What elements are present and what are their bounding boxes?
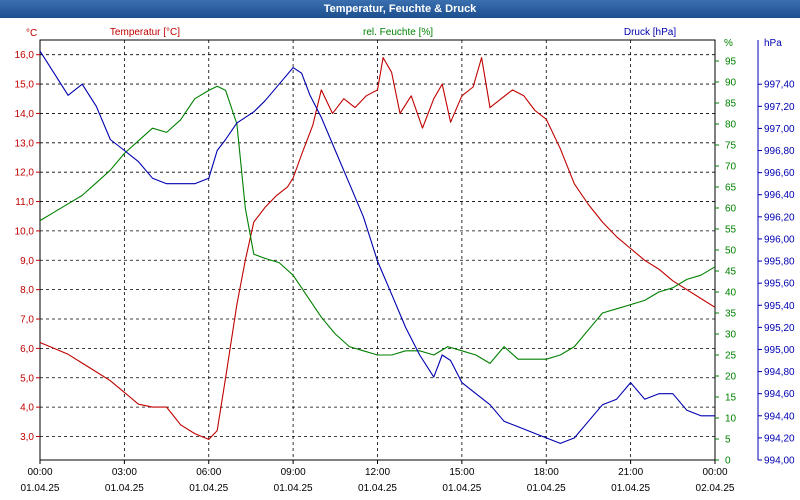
pressure-tick-label: 997,40 <box>764 80 795 91</box>
pressure-tick-label: 997,00 <box>764 124 795 135</box>
pressure-tick-label: 994,60 <box>764 389 795 400</box>
humidity-tick-label: 55 <box>725 225 737 236</box>
x-tick-time: 00:00 <box>702 467 727 478</box>
pressure-tick-label: 996,40 <box>764 190 795 201</box>
temperature-tick-label: 14,0 <box>15 109 35 120</box>
temperature-tick-label: 13,0 <box>15 138 35 149</box>
humidity-unit: % <box>724 38 733 49</box>
temperature-unit: °C <box>26 28 37 39</box>
temperature-tick-label: 4,0 <box>20 403 34 414</box>
temperature-tick-label: 9,0 <box>20 256 34 267</box>
series-group <box>39 50 716 444</box>
pressure-tick-label: 996,60 <box>764 168 795 179</box>
pressure-tick-label: 996,20 <box>764 212 795 223</box>
pressure-tick-label: 994,20 <box>764 433 795 444</box>
chart-canvas: 3,0 4,0 5,0 6,0 7,0 8,0 9,0 10,0 11,0 12,0 13,0 14,… <box>15 27 795 494</box>
temperature-tick-label: 6,0 <box>20 344 34 355</box>
x-tick-time: 09:00 <box>281 467 306 478</box>
pressure-tick-label: 996,00 <box>764 234 795 245</box>
pressure-tick-label: 997,20 <box>764 102 795 113</box>
humidity-tick-label: 30 <box>725 330 737 341</box>
x-tick-time: 15:00 <box>449 467 474 478</box>
temperature-tick-label: 10,0 <box>15 226 35 237</box>
humidity-tick-label: 85 <box>725 99 737 110</box>
pressure-axis-label: Druck [hPa] <box>624 27 676 38</box>
pressure-tick-label: 995,00 <box>764 345 795 356</box>
x-tick-date: 01.04.25 <box>611 483 650 494</box>
humidity-tick-label: 95 <box>725 57 737 68</box>
x-tick-date: 01.04.25 <box>189 483 228 494</box>
pressure-tick-label: 995,80 <box>764 257 795 268</box>
x-tick-date: 01.04.25 <box>21 483 60 494</box>
humidity-tick-label: 10 <box>725 414 737 425</box>
humidity-tick-label: 35 <box>725 309 737 320</box>
humidity-tick-label: 75 <box>725 141 737 152</box>
temperature-tick-label: 5,0 <box>20 373 34 384</box>
pressure-tick-label: 994,40 <box>764 411 795 422</box>
humidity-axis: 0 5 10 15 20 25 30 35 40 45 50 55 60 65 70 75 80 85 90 95 <box>715 57 737 467</box>
temperature-tick-label: 11,0 <box>15 197 34 208</box>
x-axis: 00:00 01.04.25 03:00 01.04.25 06:00 01.04.25 0… <box>21 460 735 494</box>
pressure-axis: 994,00 994,20 994,40 994,60 994,80 995,00 995,… <box>757 40 795 467</box>
humidity-tick-label: 70 <box>725 162 737 173</box>
pressure-tick-label: 996,80 <box>764 146 795 157</box>
x-tick-date: 01.04.25 <box>527 483 566 494</box>
temperature-tick-label: 16,0 <box>15 50 35 61</box>
humidity-line <box>39 85 716 364</box>
temperature-tick-label: 7,0 <box>20 315 34 326</box>
x-tick-time: 06:00 <box>196 467 221 478</box>
pressure-unit: hPa <box>764 38 782 49</box>
humidity-tick-label: 90 <box>725 78 737 89</box>
temperature-tick-label: 12,0 <box>15 168 35 179</box>
humidity-tick-label: 50 <box>725 246 737 257</box>
temperature-tick-label: 15,0 <box>15 80 35 91</box>
pressure-tick-label: 995,60 <box>764 279 795 290</box>
pressure-line <box>39 50 715 444</box>
x-tick-time: 03:00 <box>112 467 137 478</box>
pressure-tick-label: 995,20 <box>764 323 795 334</box>
axis-headers: °C Temperatur [°C] rel. Feuchte [%] Druck [… <box>26 27 782 49</box>
humidity-tick-label: 25 <box>725 351 737 362</box>
temperature-tick-label: 8,0 <box>20 285 34 296</box>
x-tick-time: 12:00 <box>365 467 390 478</box>
humidity-tick-label: 40 <box>725 288 737 299</box>
temperature-axis-label: Temperatur [°C] <box>110 27 180 38</box>
pressure-tick-label: 994,80 <box>764 367 795 378</box>
temperature-axis: 3,0 4,0 5,0 6,0 7,0 8,0 9,0 10,0 11,0 12,0 13,0 14,… <box>15 50 40 443</box>
x-tick-time: 21:00 <box>618 467 643 478</box>
humidity-tick-label: 15 <box>725 393 737 404</box>
x-tick-date: 02.04.25 <box>696 483 735 494</box>
x-tick-time: 00:00 <box>27 467 52 478</box>
humidity-tick-label: 80 <box>725 120 737 131</box>
humidity-tick-label: 5 <box>725 435 731 446</box>
x-tick-time: 18:00 <box>534 467 559 478</box>
x-tick-date: 01.04.25 <box>358 483 397 494</box>
temperature-line <box>39 57 716 440</box>
humidity-tick-label: 0 <box>725 456 731 467</box>
pressure-tick-label: 994,00 <box>764 456 795 467</box>
humidity-tick-label: 20 <box>725 372 737 383</box>
pressure-tick-label: 995,40 <box>764 301 795 312</box>
x-tick-date: 01.04.25 <box>274 483 313 494</box>
chart-title: Temperatur, Feuchte & Druck <box>0 0 800 18</box>
humidity-tick-label: 65 <box>725 183 737 194</box>
temperature-tick-label: 3,0 <box>20 432 34 443</box>
humidity-axis-label: rel. Feuchte [%] <box>363 27 433 38</box>
humidity-tick-label: 45 <box>725 267 737 278</box>
humidity-tick-label: 60 <box>725 204 737 215</box>
x-tick-date: 01.04.25 <box>105 483 144 494</box>
x-tick-date: 01.04.25 <box>442 483 481 494</box>
